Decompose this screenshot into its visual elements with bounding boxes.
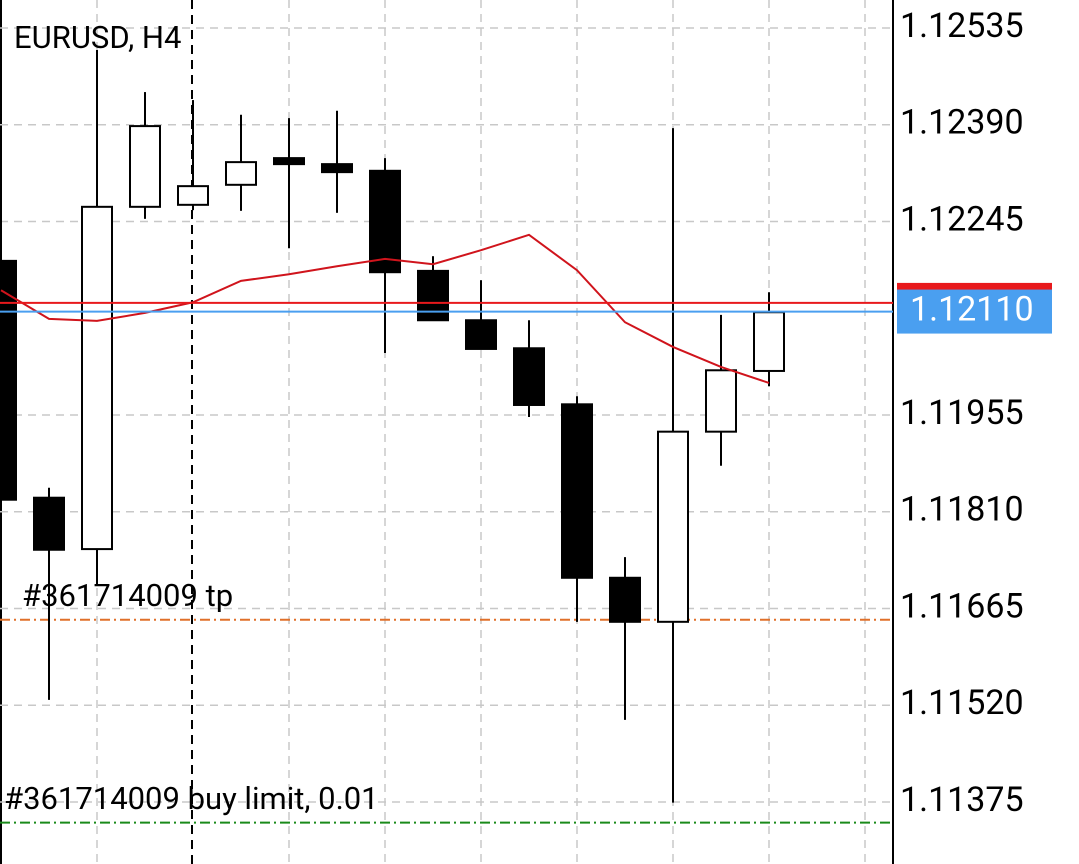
candle-body (33, 496, 65, 551)
moving-average (0, 233, 770, 384)
candle-body (513, 347, 545, 406)
y-tick-label: 1.11810 (900, 490, 1024, 530)
candle-body (321, 163, 353, 174)
candle-body (225, 161, 257, 186)
candle-body (369, 169, 401, 274)
candle-body (81, 205, 113, 551)
y-tick-label: 1.11375 (900, 780, 1024, 820)
candle-body (753, 311, 785, 372)
y-tick-label: 1.11520 (900, 683, 1024, 723)
candle-body (177, 185, 209, 206)
candle-body (657, 430, 689, 623)
y-tick-label: 1.12245 (900, 199, 1024, 239)
candle-body (465, 319, 497, 350)
candle-body (417, 269, 449, 322)
candle-body (609, 576, 641, 623)
candle-body (129, 125, 161, 208)
bid-label: 1.12110 (910, 290, 1034, 330)
candle-body (273, 157, 305, 166)
candle-body (705, 369, 737, 433)
y-tick-label: 1.11955 (900, 393, 1024, 433)
y-tick-label: 1.12535 (900, 6, 1024, 46)
order-label: #361714009 buy limit, 0.01 (4, 780, 379, 817)
candle-body (0, 259, 17, 501)
y-tick-label: 1.11665 (900, 586, 1024, 626)
bid-label-box (897, 289, 1052, 334)
chart-title: EURUSD, H4 (14, 19, 181, 56)
order-label: #361714009 tp (22, 577, 233, 614)
vertical-grid (96, 0, 866, 864)
candle-body (561, 403, 593, 579)
y-tick-label: 1.12390 (900, 103, 1024, 143)
